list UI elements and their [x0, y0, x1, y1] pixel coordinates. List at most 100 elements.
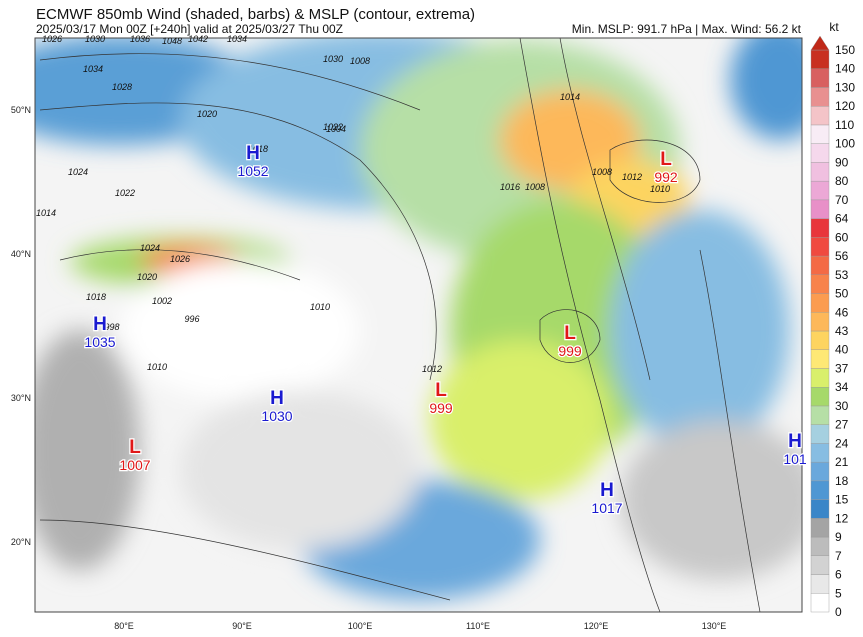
contour-label: 1008 [525, 182, 545, 192]
colorbar-label: 5 [835, 586, 842, 600]
colorbar-segment [810, 162, 830, 182]
extremum-type: H [270, 388, 284, 409]
colorbar-segment [810, 255, 830, 276]
colorbar-label: 150 [835, 43, 855, 57]
colorbar-label: 80 [835, 174, 849, 188]
contour-label: 1014 [560, 92, 580, 102]
extremum-type: H [788, 431, 802, 452]
extremum-value: 1052 [237, 163, 268, 179]
colorbar-segment [810, 87, 830, 107]
lon-label: 100°E [348, 621, 373, 631]
extremum-type: L [129, 437, 141, 458]
colorbar-label: 40 [835, 343, 849, 357]
colorbar-segment [810, 330, 830, 350]
lon-label: 130°E [702, 621, 727, 631]
contour-label: 1010 [650, 184, 670, 194]
colorbar-label: 140 [835, 62, 855, 76]
extremum-type: H [246, 143, 260, 164]
extremum-value: 999 [558, 343, 582, 359]
contour-label: 1030 [85, 34, 105, 44]
colorbar-label: 43 [835, 324, 849, 338]
extremum-value: 101 [783, 451, 807, 467]
colorbar-segment [810, 405, 830, 425]
isobars [39, 38, 761, 612]
colorbar-segment [810, 424, 830, 444]
contour-label: 1036 [130, 34, 150, 44]
colorbar-label: 7 [835, 549, 842, 563]
colorbar-segment [810, 480, 830, 500]
contour-label: 1026 [170, 254, 190, 264]
colorbar-segment [810, 143, 830, 163]
contour-label: 1024 [140, 243, 160, 253]
colorbar-segment [810, 49, 830, 69]
contour-label: 1004 [326, 124, 346, 134]
colorbar-label: 100 [835, 137, 855, 151]
lon-label: 80°E [114, 621, 134, 631]
contour-label: 1018 [248, 144, 268, 154]
colorbar-label: 12 [835, 511, 849, 525]
colorbar-label: 70 [835, 193, 849, 207]
colorbar-label: 56 [835, 249, 849, 263]
colorbar-unit: kt [829, 20, 839, 34]
lon-label: 90°E [232, 621, 252, 631]
colorbar-label: 50 [835, 287, 849, 301]
colorbar-segment [810, 349, 830, 369]
extremum-value: 1035 [84, 334, 115, 350]
extremum-type: L [660, 149, 672, 170]
colorbar-label: 130 [835, 80, 855, 94]
colorbar-label: 9 [835, 530, 842, 544]
colorbar-segment [810, 443, 830, 463]
colorbar-label: 21 [835, 455, 849, 469]
contour-label: 1002 [152, 296, 172, 306]
contour-label: 996 [184, 314, 199, 324]
lat-label: 50°N [11, 105, 31, 115]
overlay: 50°N 40°N 30°N 20°N 80°E 90°E 100°E 110°E 120°E 1… [11, 20, 855, 631]
contour-label: 1022 [115, 188, 135, 198]
contour-label: 1034 [83, 64, 103, 74]
contour-label: 1014 [36, 208, 56, 218]
colorbar-label: 60 [835, 230, 849, 244]
colorbar-segment [810, 199, 830, 219]
colorbar-segment [810, 218, 830, 238]
colorbar-segment [810, 593, 830, 613]
lat-label: 40°N [11, 249, 31, 259]
colorbar-segment [810, 180, 830, 201]
colorbar-label: 53 [835, 268, 849, 282]
extremum-value: 1017 [591, 500, 622, 516]
contour-label: 1042 [188, 34, 208, 44]
contour-label: 1016 [500, 182, 520, 192]
lon-label: 110°E [466, 621, 490, 631]
contour-label: 1012 [622, 172, 642, 182]
contour-label: 1012 [422, 364, 442, 374]
extremum-type: L [564, 323, 576, 344]
colorbar-label: 18 [835, 474, 849, 488]
contour-label: 1026 [42, 34, 62, 44]
contour-label: 1028 [112, 82, 132, 92]
extremum-type: L [435, 380, 447, 401]
colorbar-label: 120 [835, 99, 855, 113]
colorbar-segment [810, 293, 830, 313]
colorbar-arrow [810, 35, 830, 51]
colorbar-label: 64 [835, 212, 849, 226]
colorbar-label: 34 [835, 380, 849, 394]
colorbar-label: 24 [835, 436, 849, 450]
contour-label: 1024 [68, 167, 88, 177]
map-frame [34, 37, 803, 613]
colorbar-segment [810, 387, 830, 407]
colorbar-label: 46 [835, 305, 849, 319]
extremum-type: H [600, 480, 614, 501]
contour-label: 1018 [86, 292, 106, 302]
wind-shading [35, 38, 802, 600]
colorbar-label: 110 [835, 118, 854, 132]
contour-label: 1010 [147, 362, 167, 372]
colorbar-segment [810, 368, 830, 388]
colorbar-segment [810, 312, 830, 332]
contour-label: 1034 [227, 34, 247, 44]
subtitle: 2025/03/17 Mon 00Z [+240h] valid at 2025… [36, 22, 343, 36]
contour-label: 1020 [137, 272, 157, 282]
colorbar-segment [810, 237, 830, 257]
lat-label: 20°N [11, 537, 31, 547]
extremum-value: 1007 [119, 457, 150, 473]
contour-label: 1020 [197, 109, 217, 119]
